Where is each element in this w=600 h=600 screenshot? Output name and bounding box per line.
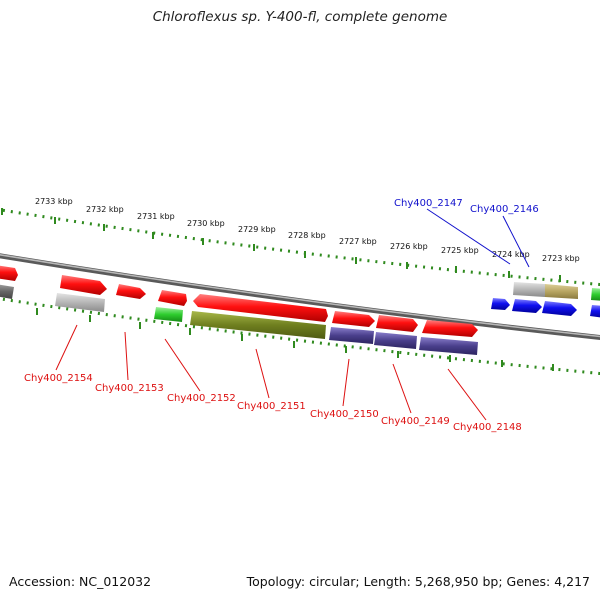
- bottom-callouts: [55, 324, 487, 421]
- gene-label[interactable]: Chy400_2146: [470, 204, 539, 215]
- genome-title: Chloroflexus sp. Y-400-fl, complete geno…: [152, 9, 448, 25]
- scale-label: 2729 kbp: [238, 225, 276, 234]
- scale-label: 2724 kbp: [492, 250, 530, 259]
- gene-label[interactable]: Chy400_2148: [453, 422, 522, 433]
- scale-label: 2727 kbp: [339, 237, 377, 246]
- outer-tick-ring: [0, 208, 600, 287]
- gene-blue-arrow[interactable]: [491, 298, 510, 310]
- inner-major-ticks: [36, 308, 554, 371]
- genome-backbone: [0, 253, 600, 340]
- feature-dark-grey[interactable]: [0, 284, 14, 299]
- gene-chy400-2151-arrow[interactable]: [193, 294, 328, 322]
- top-callouts: [426, 208, 530, 268]
- gene-labels-top: Chy400_2147 Chy400_2146: [394, 198, 539, 215]
- gene-label[interactable]: Chy400_2153: [95, 383, 164, 394]
- scale-label: 2728 kbp: [288, 231, 326, 240]
- gene-label[interactable]: Chy400_2154: [24, 373, 93, 384]
- accession-text: Accession: NC_012032: [9, 574, 152, 589]
- scale-label: 2726 kbp: [390, 242, 428, 251]
- gene-chy400-2149-arrow[interactable]: [376, 315, 418, 332]
- scale-label: 2725 kbp: [441, 246, 479, 255]
- scale-labels: 2733 kbp 2732 kbp 2731 kbp 2730 kbp 2729…: [35, 197, 580, 263]
- gene-blue-arrow[interactable]: [512, 299, 542, 313]
- feature-green-edge[interactable]: [591, 288, 600, 301]
- scale-label: 2733 kbp: [35, 197, 73, 206]
- gene-labels-bottom: Chy400_2154 Chy400_2153 Chy400_2152 Chy4…: [24, 373, 522, 433]
- feature-purple[interactable]: [374, 332, 417, 349]
- scale-label: 2730 kbp: [187, 219, 225, 228]
- feature-purple[interactable]: [419, 337, 478, 355]
- gene-label[interactable]: Chy400_2147: [394, 198, 463, 209]
- genome-stats-text: Topology: circular; Length: 5,268,950 bp…: [246, 574, 590, 589]
- scale-label: 2731 kbp: [137, 212, 175, 221]
- gene-chy400-2148-arrow[interactable]: [422, 320, 478, 337]
- scale-label: 2732 kbp: [86, 205, 124, 214]
- genome-backbone-highlight: [0, 254, 600, 338]
- feature-boxes: [0, 282, 600, 355]
- gene-chy400-2153-arrow[interactable]: [116, 284, 146, 299]
- feature-grey[interactable]: [55, 293, 105, 312]
- gene-label[interactable]: Chy400_2151: [237, 401, 306, 412]
- feature-purple[interactable]: [329, 327, 374, 344]
- scale-label: 2723 kbp: [542, 254, 580, 263]
- gene-chy400-2154-arrow[interactable]: [60, 275, 107, 295]
- gene-label[interactable]: Chy400_2152: [167, 393, 236, 404]
- feature-khaki[interactable]: [545, 284, 578, 299]
- gene-label[interactable]: Chy400_2150: [310, 409, 379, 420]
- gene-chy400-2150-arrow[interactable]: [332, 311, 375, 327]
- gene-blue-arrow[interactable]: [590, 305, 600, 318]
- feature-grey[interactable]: [513, 282, 545, 297]
- feature-olive[interactable]: [190, 311, 326, 339]
- gene-blue-arrow[interactable]: [542, 301, 577, 316]
- gene-label[interactable]: Chy400_2149: [381, 416, 450, 427]
- gene-red-edge[interactable]: [0, 265, 18, 281]
- outer-major-ticks: [1, 208, 561, 282]
- inner-tick-ring: [0, 297, 600, 376]
- feature-green[interactable]: [154, 307, 183, 322]
- gene-chy400-2152-arrow[interactable]: [158, 290, 187, 306]
- forward-strand-genes: [0, 265, 600, 337]
